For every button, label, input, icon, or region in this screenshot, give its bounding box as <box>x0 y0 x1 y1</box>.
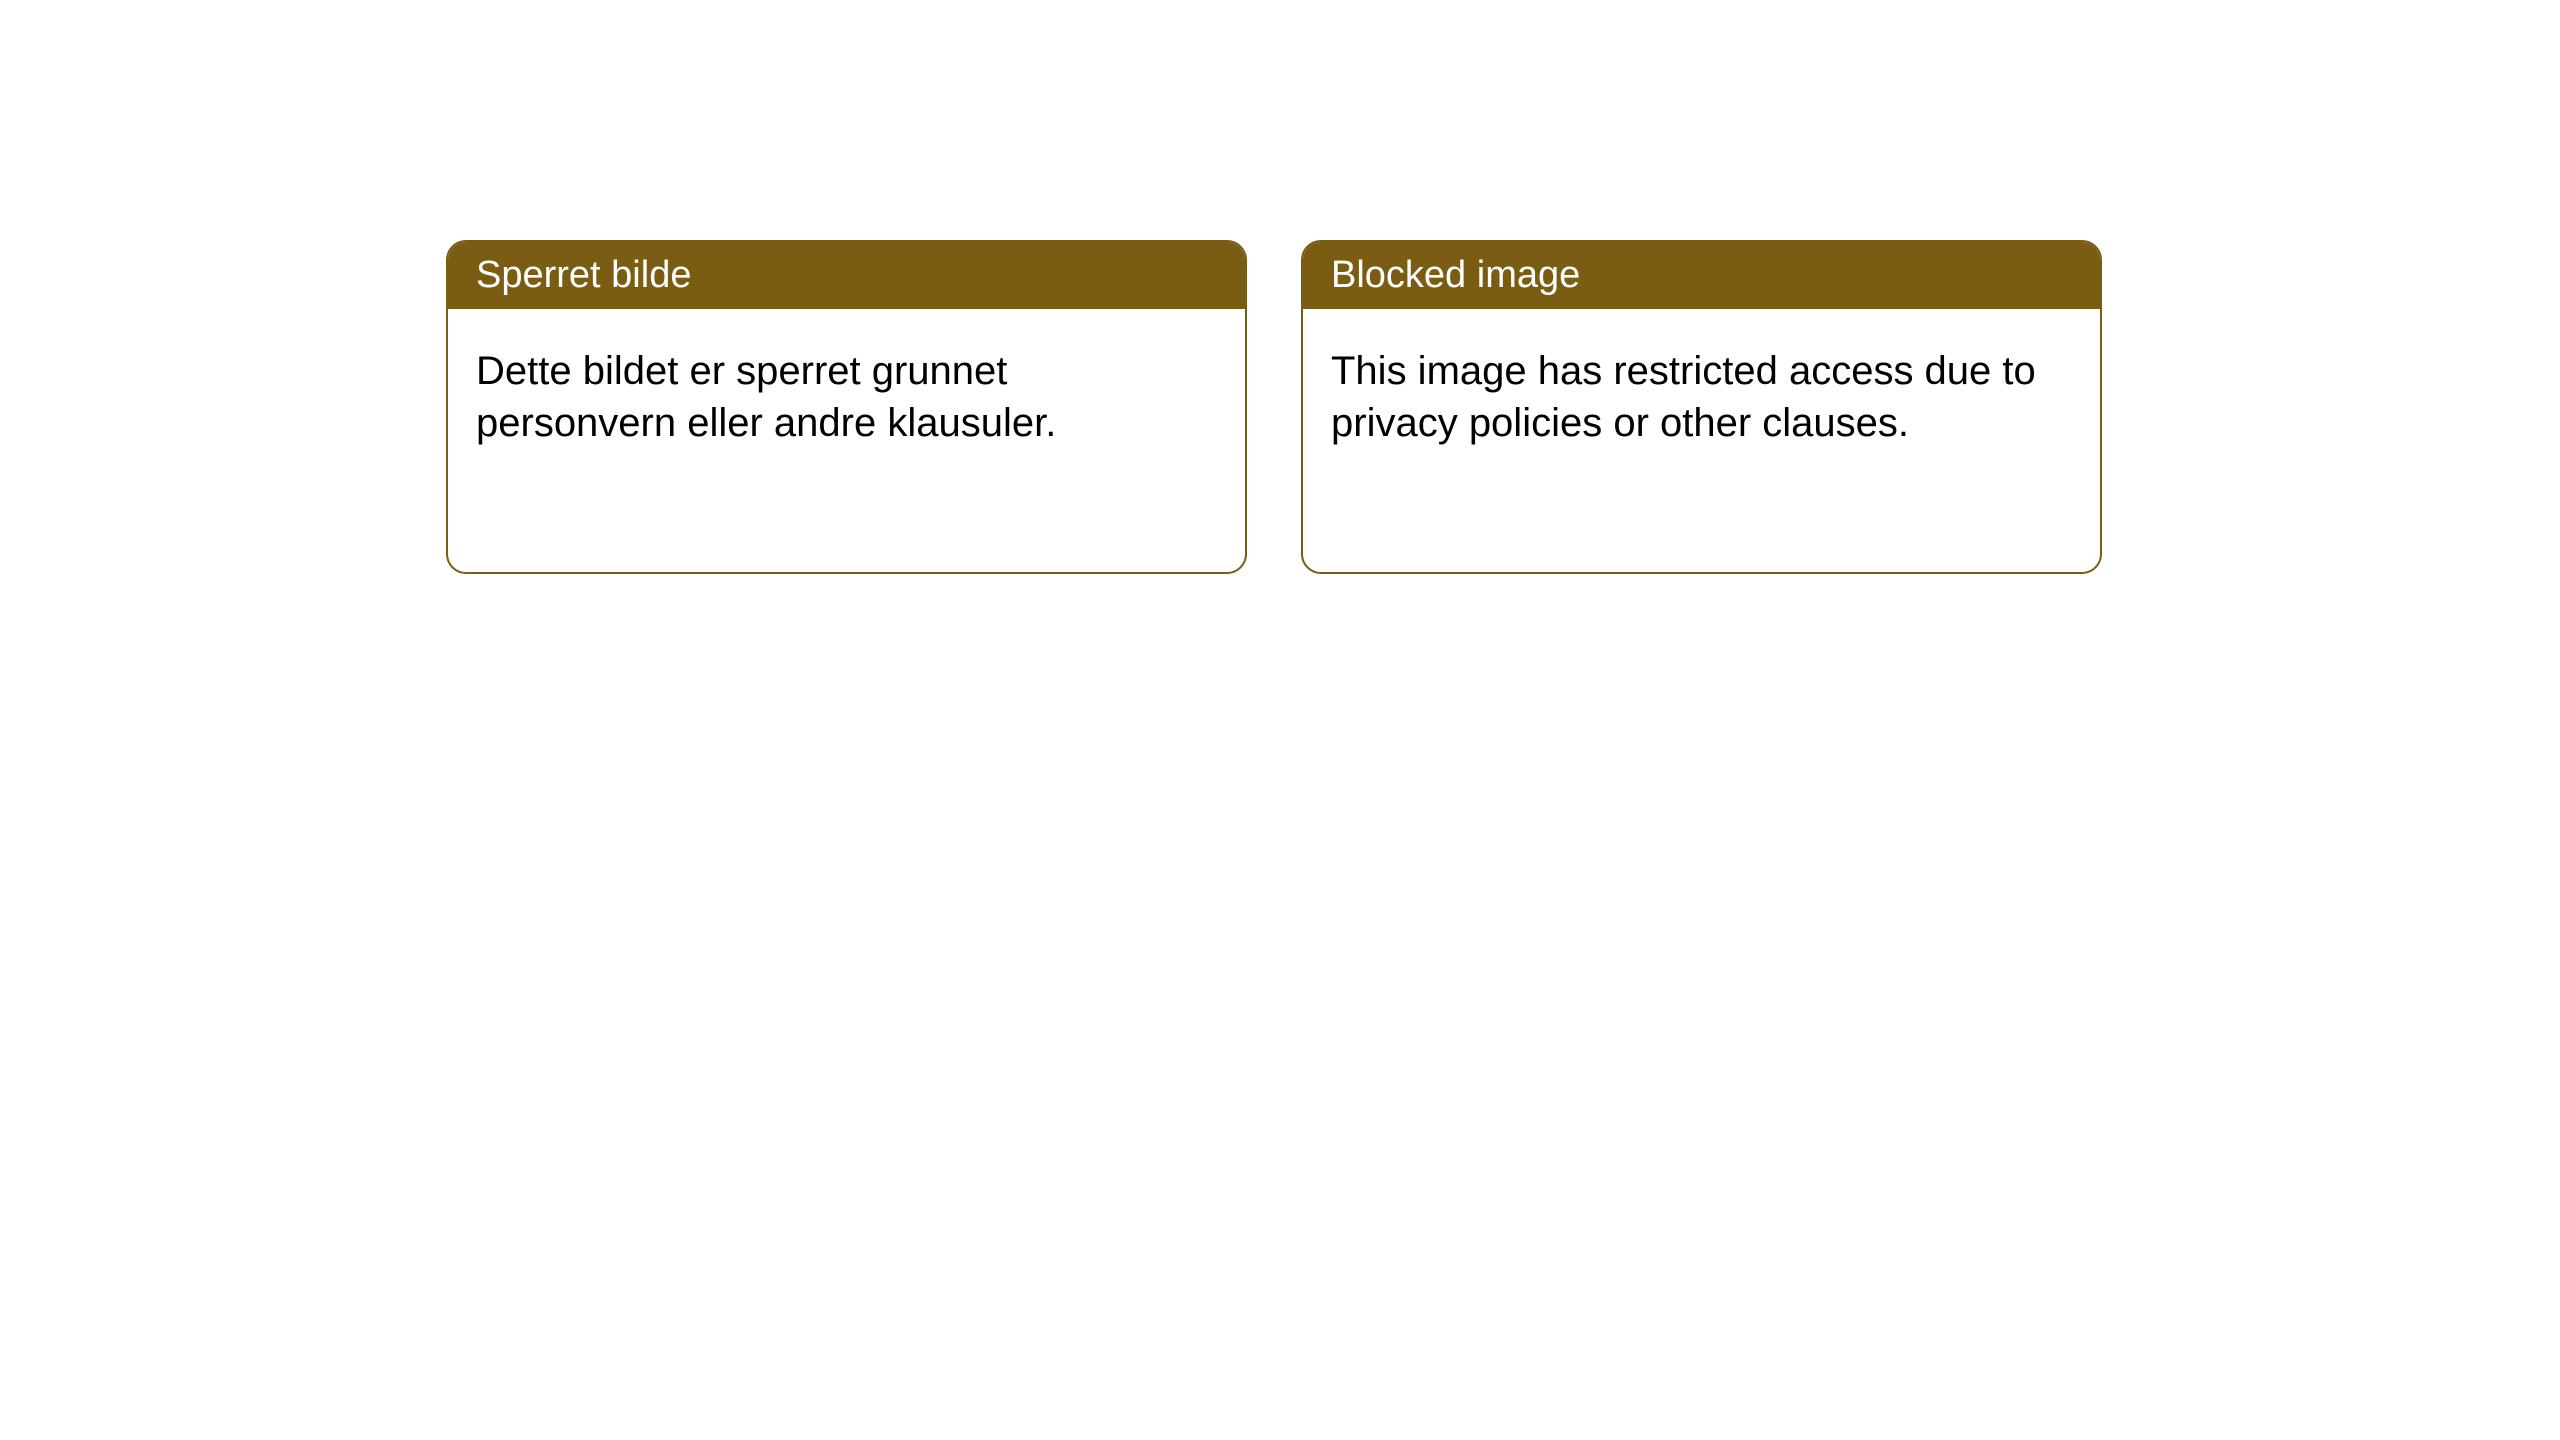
card-title: Sperret bilde <box>476 254 691 296</box>
blocked-image-card-en: Blocked image This image has restricted … <box>1301 240 2102 574</box>
card-body: This image has restricted access due to … <box>1303 309 2100 485</box>
blocked-image-card-no: Sperret bilde Dette bildet er sperret gr… <box>446 240 1247 574</box>
card-message: This image has restricted access due to … <box>1331 349 2036 445</box>
card-body: Dette bildet er sperret grunnet personve… <box>448 309 1245 485</box>
cards-container: Sperret bilde Dette bildet er sperret gr… <box>0 0 2560 574</box>
card-header: Sperret bilde <box>448 242 1245 309</box>
card-title: Blocked image <box>1331 254 1580 296</box>
card-message: Dette bildet er sperret grunnet personve… <box>476 349 1056 445</box>
card-header: Blocked image <box>1303 242 2100 309</box>
